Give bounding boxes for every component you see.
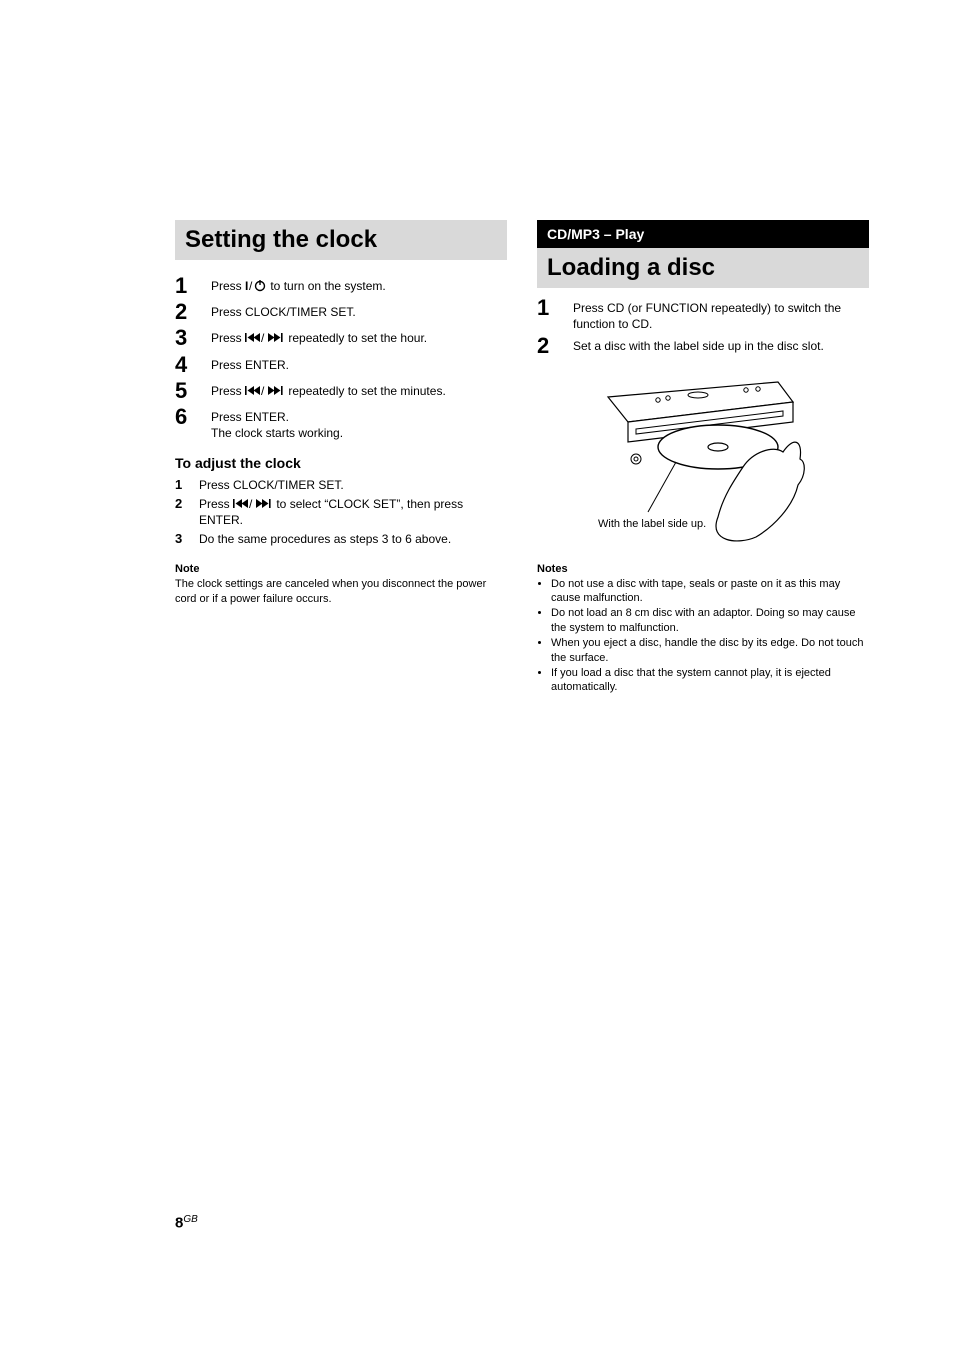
illustration-label: With the label side up. [598,518,706,530]
note-heading: Note [175,563,507,575]
left-column: Setting the clock 1Press to turn on the … [175,220,507,695]
section-title-setting-clock: Setting the clock [175,220,507,260]
step-text: Press CLOCK/TIMER SET. [211,300,356,320]
step-text: Press to turn on the system. [211,274,386,294]
step-number: 1 [175,274,211,298]
step-text: Press CD (or FUNCTION repeatedly) to swi… [573,296,869,332]
step-text: Press ENTER.The clock starts working. [211,405,343,441]
setting-clock-steps: 1Press to turn on the system.2Press CLOC… [175,274,507,441]
step-number: 6 [175,405,211,429]
notes-heading: Notes [537,563,869,575]
note-item: If you load a disc that the system canno… [551,666,869,696]
chapter-bar: CD/MP3 – Play [537,220,869,248]
step: 6Press ENTER.The clock starts working. [175,405,507,441]
step-text: Press repeatedly to set the minutes. [211,379,446,399]
section-title-loading-disc: Loading a disc [537,248,869,288]
region-code: GB [183,1214,197,1225]
adjust-clock-heading: To adjust the clock [175,455,507,471]
step: 1Press to turn on the system. [175,274,507,298]
note-item: Do not load an 8 cm disc with an adaptor… [551,606,869,636]
loading-disc-steps: 1Press CD (or FUNCTION repeatedly) to sw… [537,296,869,359]
step: 1Press CLOCK/TIMER SET. [175,477,507,494]
step: 3Do the same procedures as steps 3 to 6 … [175,531,507,548]
step-number: 3 [175,531,199,548]
step: 4Press ENTER. [175,353,507,377]
step-number: 5 [175,379,211,403]
step-text: Set a disc with the label side up in the… [573,334,824,354]
step-number: 1 [537,296,573,320]
right-column: CD/MP3 – Play Loading a disc 1Press CD (… [537,220,869,695]
manual-page: Setting the clock 1Press to turn on the … [0,0,954,1351]
step-text: Press to select “CLOCK SET”, then press … [199,496,507,528]
step-text: Do the same procedures as steps 3 to 6 a… [199,531,451,547]
step-text: Press repeatedly to set the hour. [211,326,427,346]
note-text: The clock settings are canceled when you… [175,577,507,607]
step-text: Press CLOCK/TIMER SET. [199,477,344,493]
step: 2Press to select “CLOCK SET”, then press… [175,496,507,528]
two-column-layout: Setting the clock 1Press to turn on the … [175,220,869,695]
note-item: Do not use a disc with tape, seals or pa… [551,577,869,607]
adjust-clock-steps: 1Press CLOCK/TIMER SET.2Press to select … [175,477,507,547]
step-number: 2 [175,496,199,513]
step: 2Press CLOCK/TIMER SET. [175,300,507,324]
step: 5Press repeatedly to set the minutes. [175,379,507,403]
disc-slot-illustration: With the label side up. [588,367,818,547]
note-item: When you eject a disc, handle the disc b… [551,636,869,666]
step: 3Press repeatedly to set the hour. [175,326,507,350]
step-number: 3 [175,326,211,350]
step: 1Press CD (or FUNCTION repeatedly) to sw… [537,296,869,332]
step-number: 2 [175,300,211,324]
page-footer: 8GB [175,1214,198,1231]
step: 2Set a disc with the label side up in th… [537,334,869,358]
step-number: 2 [537,334,573,358]
step-number: 4 [175,353,211,377]
step-number: 1 [175,477,199,494]
step-text: Press ENTER. [211,353,289,373]
notes-list: Do not use a disc with tape, seals or pa… [537,577,869,696]
